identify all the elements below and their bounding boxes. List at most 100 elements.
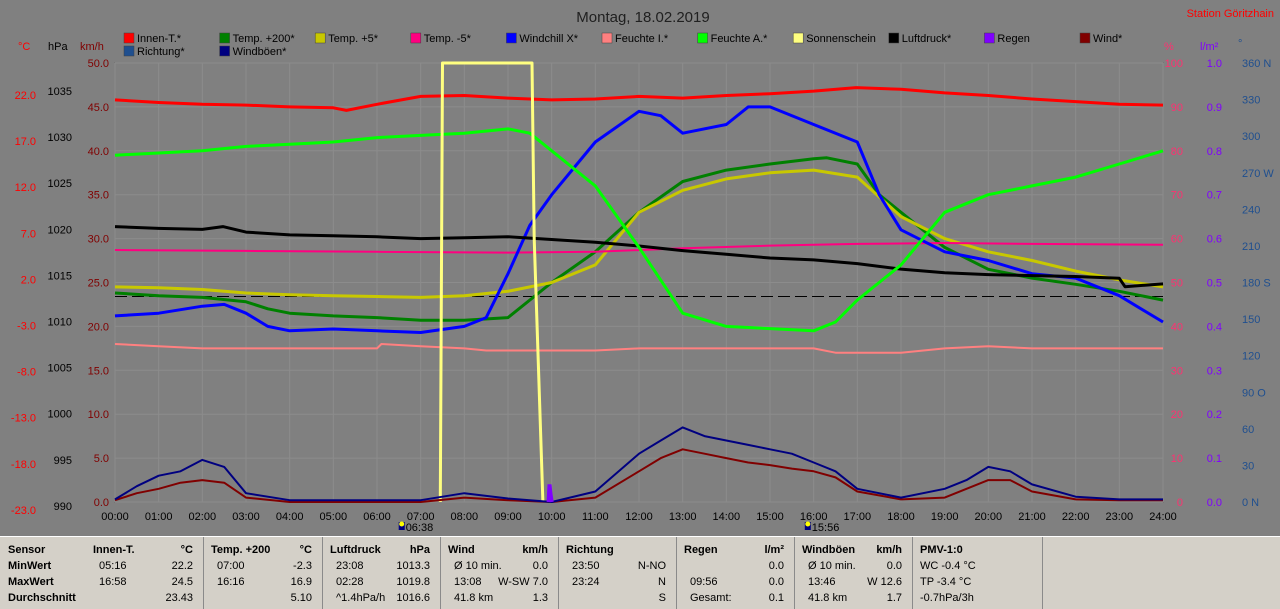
y-tick-direction: 270 W [1242, 168, 1274, 180]
legend-swatch [123, 45, 135, 57]
stats-group-5: Richtung 23:50 N-NO 23:24 N S [558, 537, 677, 609]
y-tick-celsius: 7.0 [21, 228, 36, 240]
legend-label: Richtung* [137, 46, 185, 58]
y-tick-percent: 30 [1171, 365, 1183, 377]
legend-label: Temp. +200* [233, 33, 296, 45]
y-tick-lm2: 0.2 [1207, 409, 1222, 421]
legend-swatch [888, 32, 900, 44]
legend-label: Temp. +5* [328, 33, 379, 45]
stats-group-title: Regen [684, 544, 718, 556]
y-tick-lm2: 0.1 [1207, 453, 1222, 465]
stats-group-title: Wind [448, 544, 475, 556]
y-tick-kmh: 15.0 [88, 365, 109, 377]
stats-cell-value: N-NO [637, 560, 666, 572]
series-temp-200- [114, 156, 1164, 322]
legend: Innen-T.* Temp. +200* Temp. +5* Temp. -5* Wi… [123, 32, 1123, 58]
y-tick-hpa: 1030 [48, 132, 72, 144]
x-tick: 15:00 [756, 511, 784, 523]
stats-cell-label: 16:16 [217, 576, 245, 588]
x-tick: 17:00 [844, 511, 872, 523]
series-innen-t- [114, 86, 1164, 112]
x-tick: 16:00 [800, 511, 828, 523]
series-windchill-x- [114, 105, 1164, 334]
stats-group-unit: hPa [409, 544, 430, 556]
y-tick-celsius: -3.0 [17, 321, 36, 333]
y-tick-direction: 90 O [1242, 387, 1266, 399]
y-tick-hpa: 990 [54, 501, 72, 513]
row-label-max: MaxWert [8, 576, 54, 588]
x-tick: 12:00 [625, 511, 653, 523]
series-wind- [114, 448, 1163, 503]
legend-label: Windchill X* [519, 33, 578, 45]
stats-cell-value: 0.0 [768, 560, 784, 572]
x-tick: 10:00 [538, 511, 566, 523]
stats-group-8: PMV-1:0 WC -0.4 °C TP -3.4 °C -0.7hPa/3h [912, 537, 1043, 609]
y-tick-percent: 50 [1171, 278, 1183, 290]
y-tick-lm2: 0.6 [1207, 234, 1222, 246]
y-tick-celsius: 22.0 [15, 90, 36, 102]
stats-cell-value: 0.1 [768, 592, 784, 604]
y-tick-percent: 0 [1177, 497, 1183, 509]
stats-cell-label: 41.8 km [808, 592, 848, 604]
station-name: Station Göritzhain [1187, 8, 1274, 20]
y-tick-direction: 210 [1242, 241, 1260, 253]
y-tick-kmh: 45.0 [88, 102, 109, 114]
y-tick-kmh: 35.0 [88, 190, 109, 202]
y-tick-lm2: 0.4 [1207, 321, 1222, 333]
legend-swatch [219, 45, 230, 57]
stats-cell-label: 05:16 [99, 560, 127, 572]
stats-cell-value: 16.9 [290, 576, 312, 588]
y-tick-direction: 60 [1242, 424, 1254, 436]
stats-group-title: Richtung [566, 544, 614, 556]
x-tick: 11:00 [582, 511, 609, 523]
stats-cell-value: 1.7 [886, 592, 902, 604]
stats-group-unit: km/h [522, 544, 548, 556]
y-tick-percent: 80 [1171, 146, 1183, 158]
stats-panel: Sensor MinWert MaxWert Durchschnitt Inne… [0, 536, 1280, 609]
y-tick-direction: 0 N [1242, 497, 1259, 509]
legend-label: Regen [997, 33, 1029, 45]
x-tick: 03:00 [232, 511, 260, 523]
y-tick-kmh: 25.0 [88, 278, 109, 290]
legend-label: Wind* [1093, 33, 1123, 45]
plot-area [114, 61, 1164, 503]
stats-cell-value: W 12.6 [867, 576, 902, 588]
stats-group-title: Luftdruck [330, 544, 381, 556]
stats-cell-value: 23.43 [165, 592, 193, 604]
row-label-avg: Durchschnitt [8, 592, 76, 604]
legend-swatch [219, 32, 230, 44]
series-regen [546, 484, 554, 503]
y-tick-celsius: -8.0 [17, 367, 36, 379]
chart-title: Montag, 18.02.2019 [576, 9, 709, 26]
y-tick-celsius: 12.0 [15, 182, 36, 194]
stats-cell-value: 0.0 [886, 560, 902, 572]
y-tick-hpa: 1015 [48, 270, 72, 282]
stats-cell-value: -2.3 [293, 560, 312, 572]
x-tick: 04:00 [276, 511, 304, 523]
y-tick-direction: 300 [1242, 131, 1260, 143]
y-tick-kmh: 20.0 [88, 321, 109, 333]
legend-swatch [506, 32, 517, 44]
stats-group-6: Regen l/m² 0.0 09:56 0.0 Gesamt: 0.1 [676, 537, 795, 609]
weather-chart: Montag, 18.02.2019 Station Göritzhain °C… [11, 8, 1274, 534]
x-tick: 05:00 [320, 511, 348, 523]
y-tick-hpa: 1025 [48, 178, 72, 190]
y-tick-kmh: 40.0 [88, 146, 109, 158]
legend-label: Feuchte I.* [615, 33, 669, 45]
sunset-label: 15:56 [812, 522, 840, 534]
series-sonnenschein [438, 61, 545, 503]
y-tick-direction: 150 [1242, 314, 1260, 326]
legend-swatch [1079, 32, 1091, 44]
x-tick: 24:00 [1149, 511, 1177, 523]
stats-group-title: Windböen [802, 544, 856, 556]
x-tick: 06:00 [363, 511, 391, 523]
x-tick: 22:00 [1062, 511, 1090, 523]
stats-cell-value: 0.0 [532, 560, 548, 572]
legend-swatch [123, 32, 135, 44]
stats-cell-label: 13:46 [808, 576, 836, 588]
stats-cell-label: -0.7hPa/3h [920, 592, 974, 604]
sunrise-label: 06:38 [406, 522, 434, 534]
stats-cell-value: 24.5 [171, 576, 193, 588]
unit-deg: ° [1238, 38, 1242, 50]
y-tick-direction: 360 N [1242, 58, 1271, 70]
